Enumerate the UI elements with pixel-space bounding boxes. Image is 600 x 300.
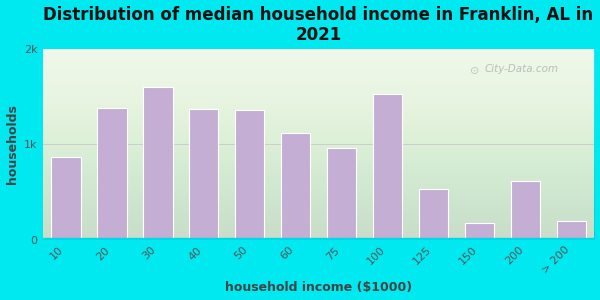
Bar [557, 221, 586, 240]
Bar [464, 223, 494, 240]
Text: City-Data.com: City-Data.com [484, 64, 558, 74]
Title: Distribution of median household income in Franklin, AL in
2021: Distribution of median household income … [43, 6, 593, 44]
Text: ⊙: ⊙ [470, 66, 479, 76]
Bar [43, 238, 595, 245]
Bar [281, 133, 310, 240]
Bar [97, 108, 127, 240]
Bar [50, 157, 80, 240]
Bar [188, 109, 218, 240]
X-axis label: household income ($1000): household income ($1000) [225, 281, 412, 294]
Y-axis label: households: households [5, 104, 19, 184]
Bar [511, 181, 541, 240]
Bar [419, 189, 448, 240]
Bar [143, 87, 173, 240]
Bar [373, 94, 403, 240]
Bar [326, 148, 356, 240]
Bar [235, 110, 265, 240]
